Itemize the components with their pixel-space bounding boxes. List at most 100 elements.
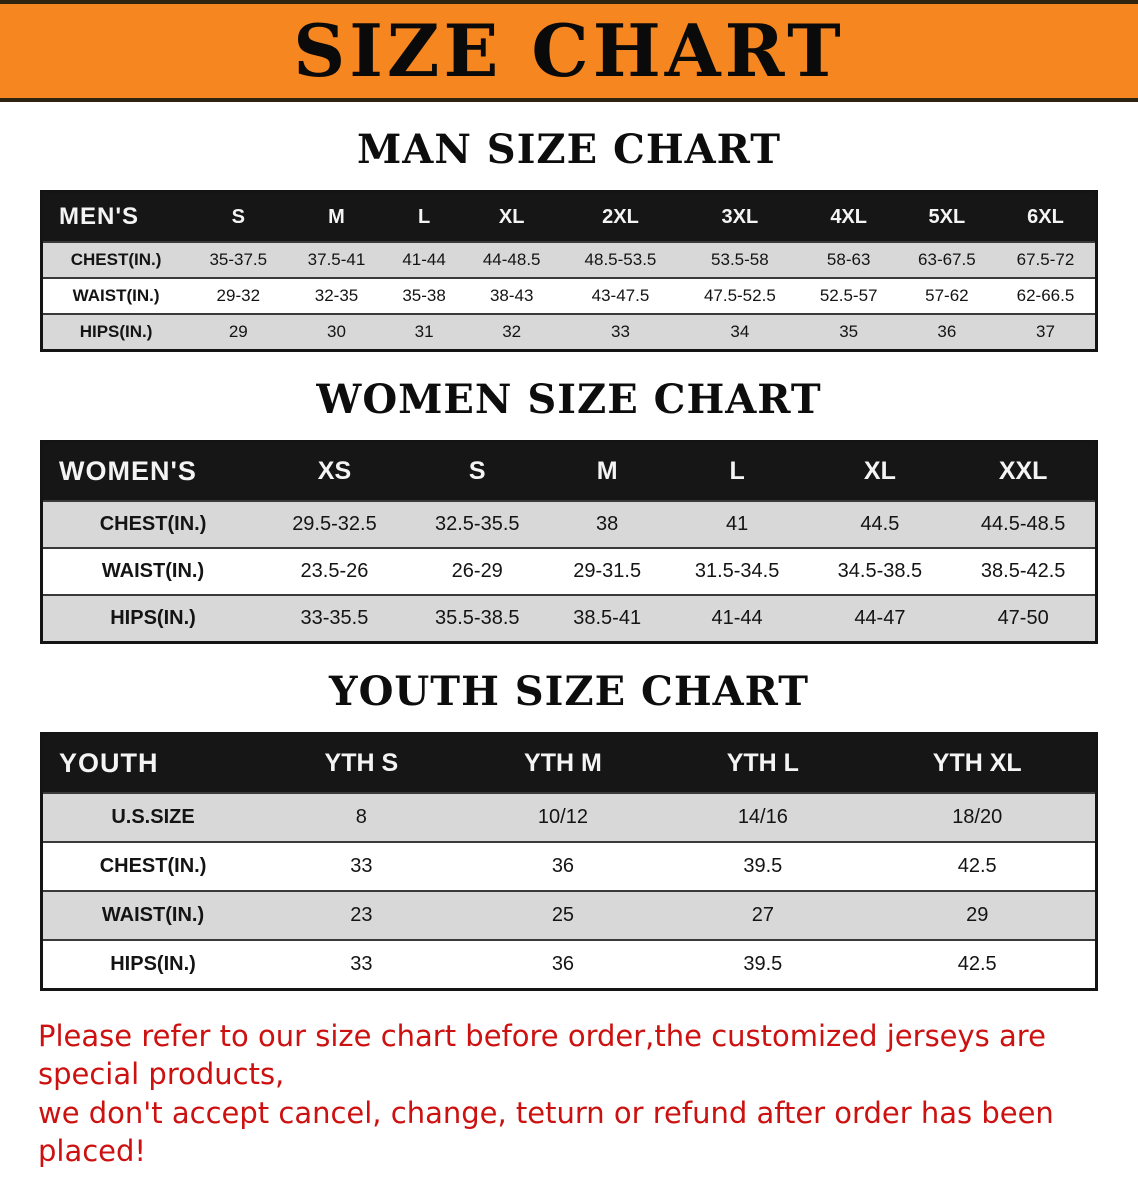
youth-hips-row: HIPS(IN.) 33 36 39.5 42.5 [41,940,1097,990]
youth-section: YOUTH SIZE CHART YOUTH YTH S YTH M YTH L… [0,670,1138,991]
size-column-header: 3XL [680,191,800,242]
size-cell: 32.5-35.5 [434,513,520,535]
size-column-header: 5XL [897,191,996,242]
size-cell: 63-67.5 [918,250,976,269]
size-column-header: YTH M [459,733,667,793]
row-label: HIPS(IN.) [110,953,196,975]
size-column-header: YTH XL [859,733,1097,793]
size-cell: 10/12 [537,806,588,828]
size-cell: 38-43 [489,286,534,305]
size-column-header: L [665,441,809,501]
men-section-heading: MAN SIZE CHART [357,126,781,173]
men-waist-row: WAIST(IN.) 29-32 32-35 35-38 38-43 43-47… [41,278,1097,314]
youth-ussize-row: U.S.SIZE 8 10/12 14/16 18/20 [41,793,1097,842]
size-column-header: 2XL [560,191,681,242]
size-column-header: S [405,441,549,501]
size-cell: 32-35 [314,286,359,305]
size-cell: 47.5-52.5 [703,286,776,305]
size-cell: 35-37.5 [209,250,268,269]
banner: SIZE CHART [0,0,1138,102]
size-cell: 41 [725,513,749,535]
row-label: U.S.SIZE [111,806,195,828]
size-cell: 38.5-41 [573,607,642,629]
size-cell: 58-63 [826,250,871,269]
size-column-header: 4XL [799,191,898,242]
size-column-header: XL [808,441,952,501]
size-column-header: XS [263,441,406,501]
size-cell: 42.5 [957,855,997,877]
size-cell: 37 [1036,322,1055,341]
youth-size-table: YOUTH YTH S YTH M YTH L YTH XL U.S.SIZE … [40,732,1098,991]
size-cell: 62-66.5 [1016,286,1075,305]
size-cell: 35.5-38.5 [434,607,520,629]
women-header-row: WOMEN'S XS S M L XL XXL [41,441,1097,501]
row-label: CHEST(IN.) [99,855,207,877]
size-cell: 48.5-53.5 [584,250,657,269]
men-size-table: MEN'S S M L XL 2XL 3XL 4XL 5XL 6XL CHEST… [40,190,1098,352]
women-hips-row: HIPS(IN.) 33-35.5 35.5-38.5 38.5-41 41-4… [41,595,1097,643]
size-cell: 26-29 [451,560,503,582]
size-cell: 30 [327,322,346,341]
disclaimer-text: Please refer to our size chart before or… [38,1017,1100,1170]
size-cell: 33 [611,322,630,341]
size-cell: 23 [350,904,373,926]
disclaimer-line-1: Please refer to our size chart before or… [38,1019,1046,1092]
size-cell: 36 [551,855,575,877]
size-cell: 57-62 [925,286,969,305]
size-column-header: YTH S [263,733,460,793]
size-column-header: YTH L [666,733,860,793]
women-table-title: WOMEN'S [41,441,264,501]
row-label: CHEST(IN.) [99,513,207,535]
size-cell: 38 [596,513,619,535]
size-cell: 36 [937,322,957,341]
size-cell: 37.5-41 [307,250,366,269]
row-label: WAIST(IN.) [101,904,205,926]
size-cell: 33 [350,953,373,975]
size-cell: 34.5-38.5 [837,560,923,582]
size-column-header: XL [462,191,561,242]
row-label: HIPS(IN.) [79,322,153,341]
size-cell: 67.5-72 [1016,250,1075,269]
size-cell: 47-50 [997,607,1049,629]
row-label: CHEST(IN.) [70,250,162,269]
page-title: SIZE CHART [293,8,845,93]
size-cell: 29-31.5 [573,560,642,582]
youth-waist-row: WAIST(IN.) 23 25 27 29 [41,891,1097,940]
youth-chest-row: CHEST(IN.) 33 36 39.5 42.5 [41,842,1097,891]
size-column-header: M [548,441,666,501]
size-cell: 29 [228,322,248,341]
men-section: MAN SIZE CHART MEN'S S M L XL 2XL 3XL 4X… [0,128,1138,352]
size-cell: 31 [414,322,434,341]
size-cell: 32 [502,322,522,341]
men-chest-row: CHEST(IN.) 35-37.5 37.5-41 41-44 44-48.5… [41,242,1097,278]
size-cell: 43-47.5 [591,286,650,305]
size-cell: 27 [751,904,774,926]
size-cell: 34 [730,322,750,341]
size-cell: 39.5 [743,855,783,877]
size-cell: 44-48.5 [482,250,541,269]
size-cell: 18/20 [952,806,1003,828]
size-cell: 39.5 [743,953,783,975]
size-column-header: L [385,191,463,242]
size-column-header: 6XL [995,191,1097,242]
size-column-header: XXL [951,441,1097,501]
size-cell: 33 [350,855,373,877]
size-cell: 36 [551,953,575,975]
size-cell: 38.5-42.5 [980,560,1066,582]
size-cell: 52.5-57 [819,286,878,305]
row-label: HIPS(IN.) [110,607,196,629]
size-cell: 41-44 [711,607,763,629]
size-cell: 31.5-34.5 [694,560,780,582]
size-cell: 29.5-32.5 [292,513,377,535]
size-column-header: S [189,191,288,242]
women-size-table: WOMEN'S XS S M L XL XXL CHEST(IN.) 29.5-… [40,440,1098,644]
size-cell: 44.5-48.5 [980,513,1066,535]
men-header-row: MEN'S S M L XL 2XL 3XL 4XL 5XL 6XL [41,191,1097,242]
women-section-heading: WOMEN SIZE CHART [316,376,822,423]
size-cell: 35 [839,322,859,341]
youth-header-row: YOUTH YTH S YTH M YTH L YTH XL [41,733,1097,793]
row-label: WAIST(IN.) [101,560,205,582]
row-label: WAIST(IN.) [72,286,160,305]
size-cell: 29-32 [216,286,261,305]
